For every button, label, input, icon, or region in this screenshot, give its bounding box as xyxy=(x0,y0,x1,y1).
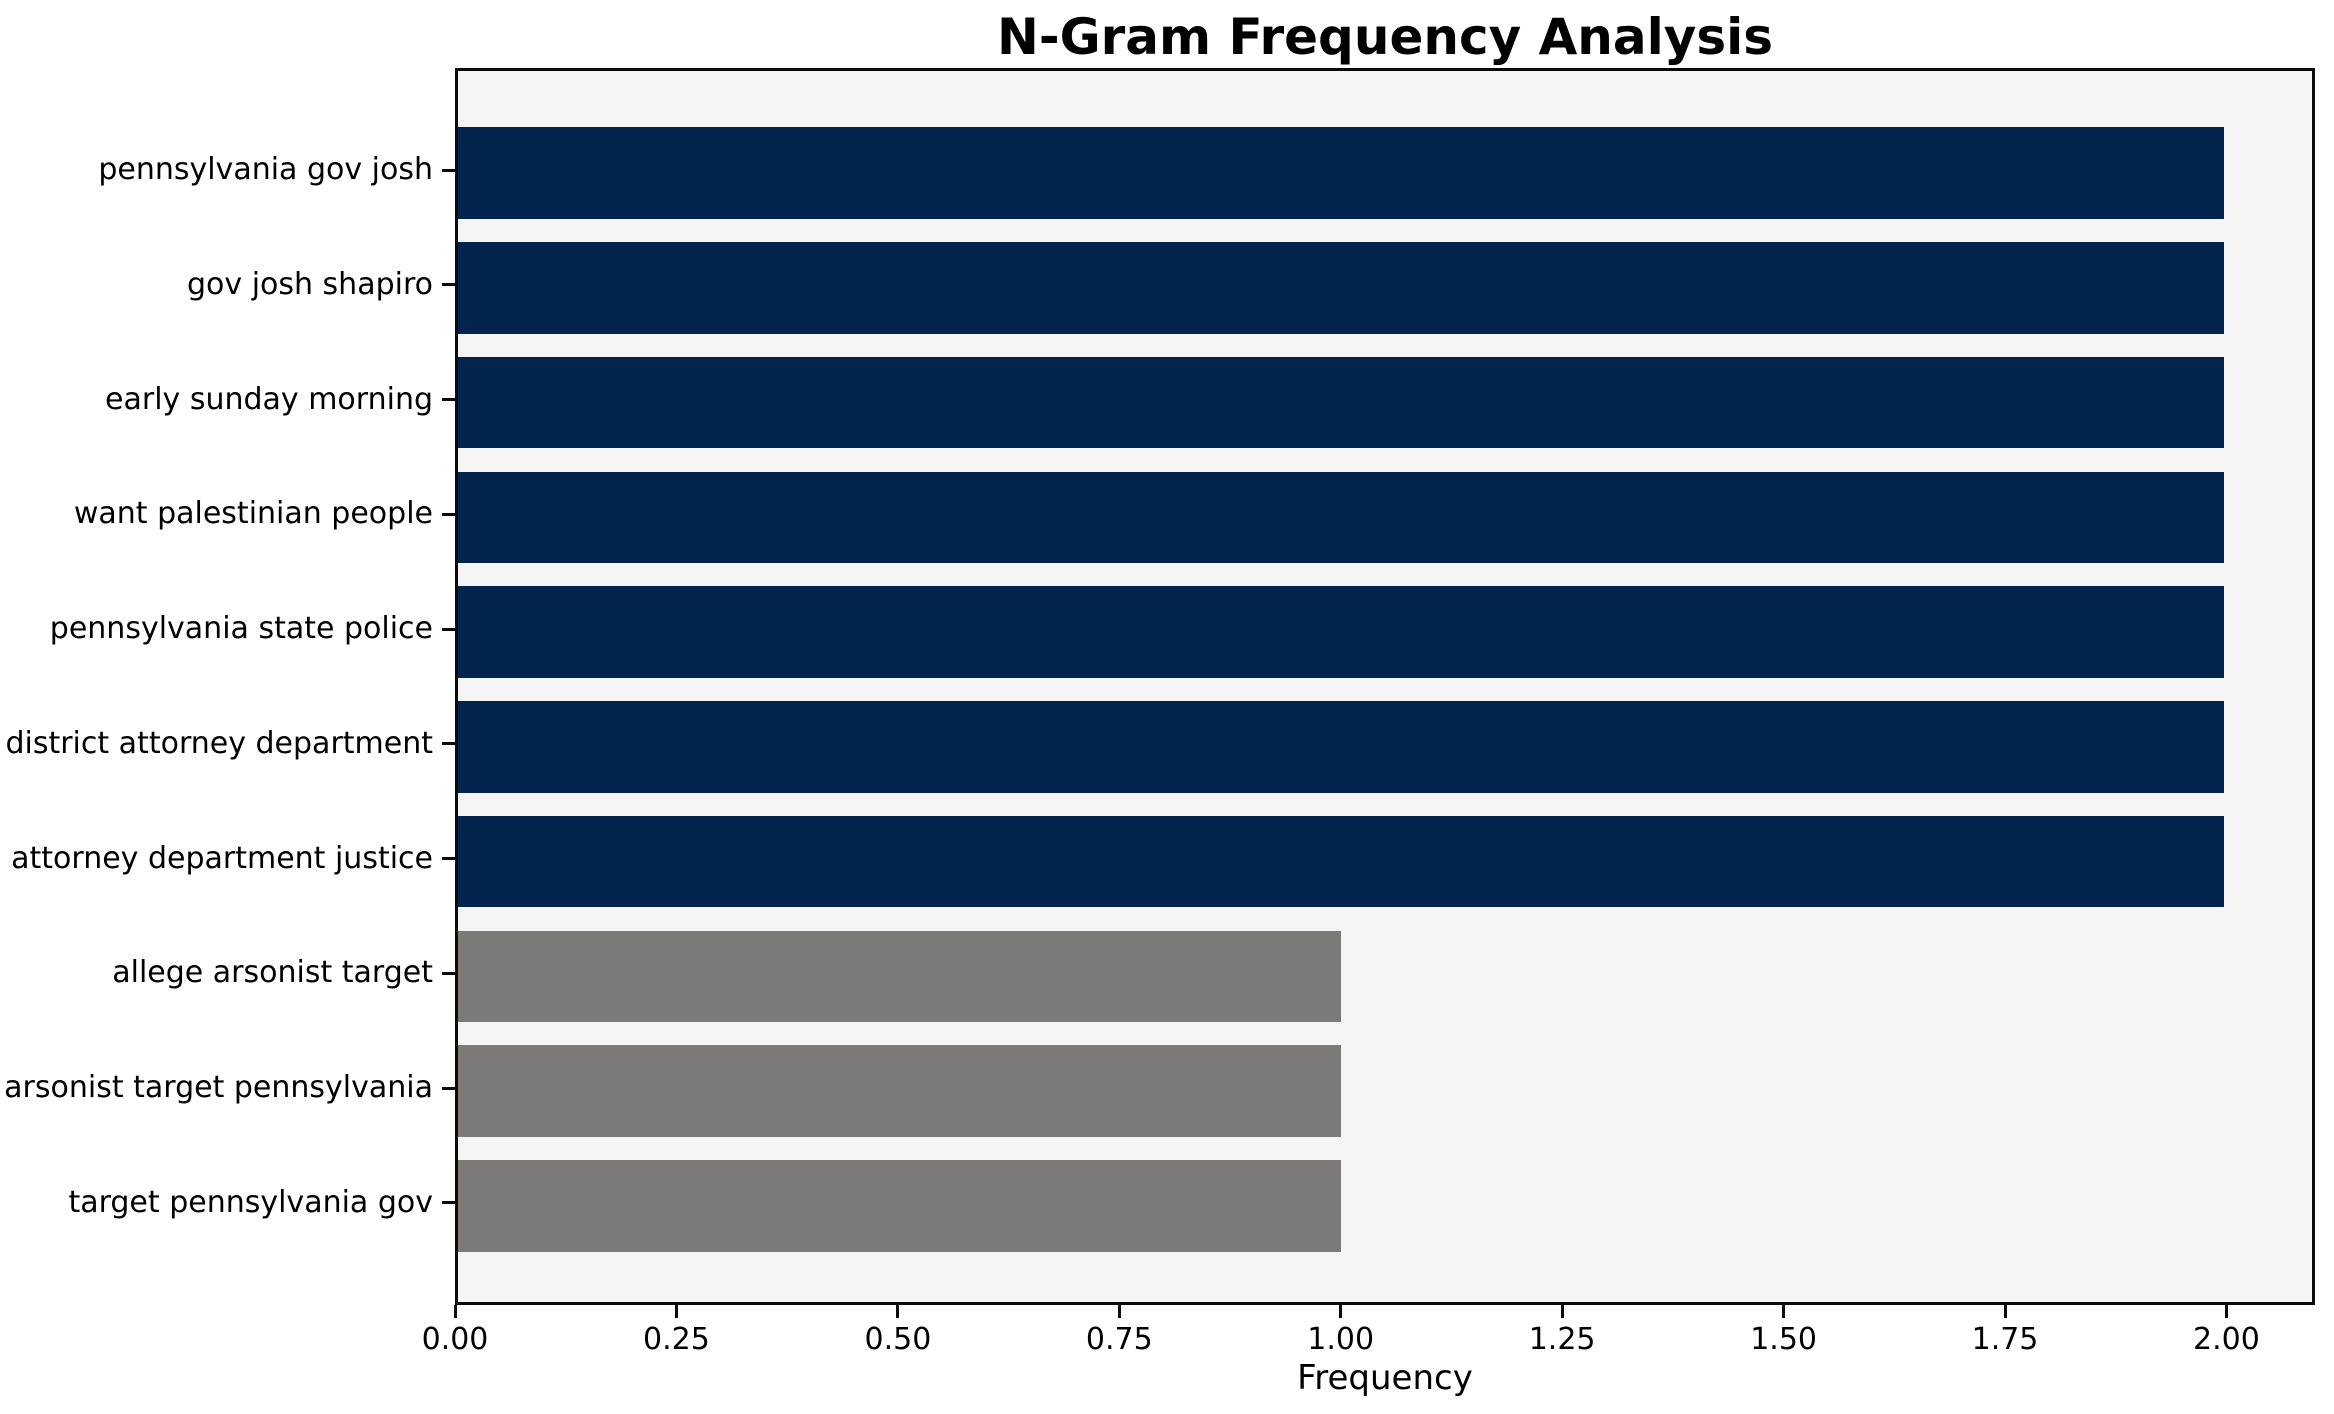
y-tick-mark-4 xyxy=(442,627,455,631)
bar-4 xyxy=(458,586,2224,678)
chart-title: N-Gram Frequency Analysis xyxy=(996,8,1774,66)
x-tick-mark-7 xyxy=(2003,1305,2007,1318)
x-tick-mark-4 xyxy=(1339,1305,1343,1318)
y-tick-label-0: pennsylvania gov josh xyxy=(98,152,433,188)
x-tick-label-7: 1.75 xyxy=(1971,1322,2039,1357)
x-tick-label-5: 1.25 xyxy=(1528,1322,1596,1357)
x-tick-mark-0 xyxy=(453,1305,457,1318)
x-tick-label-6: 1.50 xyxy=(1750,1322,1817,1357)
y-tick-label-3: want palestinian people xyxy=(73,496,433,532)
y-tick-mark-1 xyxy=(442,283,455,287)
y-tick-label-1: gov josh shapiro xyxy=(187,266,433,302)
bar-0 xyxy=(458,127,2224,219)
x-tick-label-3: 0.75 xyxy=(1085,1322,1153,1357)
y-tick-mark-2 xyxy=(442,398,455,402)
bar-3 xyxy=(458,471,2224,564)
x-tick-label-0: 0.00 xyxy=(421,1322,489,1357)
x-tick-label-1: 0.25 xyxy=(642,1322,710,1357)
bar-2 xyxy=(458,356,2224,449)
bar-5 xyxy=(458,701,2224,793)
y-tick-mark-9 xyxy=(442,1201,455,1205)
x-tick-mark-2 xyxy=(896,1305,900,1318)
y-tick-label-7: allege arsonist target xyxy=(112,955,433,991)
y-tick-mark-7 xyxy=(442,971,455,975)
y-tick-mark-3 xyxy=(442,512,455,516)
bar-6 xyxy=(458,815,2224,908)
x-tick-label-8: 2.00 xyxy=(2192,1322,2260,1357)
x-tick-mark-1 xyxy=(674,1305,678,1318)
plot-area xyxy=(455,68,2315,1305)
y-tick-label-4: pennsylvania state police xyxy=(49,611,433,647)
y-tick-mark-0 xyxy=(442,168,455,172)
y-tick-label-6: attorney department justice xyxy=(11,840,433,876)
bar-7 xyxy=(458,930,1341,1023)
x-tick-label-4: 1.00 xyxy=(1307,1322,1375,1357)
y-tick-label-9: target pennsylvania gov xyxy=(68,1184,433,1220)
bar-1 xyxy=(458,242,2224,334)
y-tick-label-8: arsonist target pennsylvania xyxy=(4,1070,433,1106)
bar-9 xyxy=(458,1160,1341,1252)
x-tick-mark-6 xyxy=(1782,1305,1786,1318)
x-tick-mark-3 xyxy=(1117,1305,1121,1318)
y-tick-label-2: early sunday morning xyxy=(105,381,433,417)
y-tick-label-5: district attorney department xyxy=(5,725,433,761)
x-axis-title: Frequency xyxy=(1297,1358,1473,1398)
y-tick-mark-5 xyxy=(442,742,455,746)
x-tick-mark-5 xyxy=(1560,1305,1564,1318)
x-tick-label-2: 0.50 xyxy=(864,1322,932,1357)
bar-8 xyxy=(458,1045,1341,1137)
y-tick-mark-8 xyxy=(442,1086,455,1090)
x-tick-mark-8 xyxy=(2224,1305,2228,1318)
y-tick-mark-6 xyxy=(442,857,455,861)
